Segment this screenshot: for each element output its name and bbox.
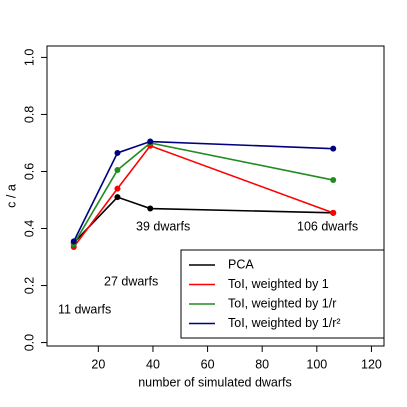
x-tick-label: 40 bbox=[146, 357, 160, 371]
series-line bbox=[73, 144, 334, 248]
legend-label: ToI, weighted by 1/r bbox=[228, 296, 336, 310]
y-tick-label: 0.8 bbox=[22, 106, 36, 123]
point bbox=[147, 138, 154, 145]
point bbox=[114, 167, 121, 174]
series-line bbox=[73, 196, 334, 244]
y-tick-label: 0.2 bbox=[22, 277, 36, 294]
y-tick-label: 0.6 bbox=[22, 163, 36, 180]
y-axis-label: c / a bbox=[4, 184, 18, 208]
x-tick-label: 120 bbox=[361, 357, 382, 371]
plot-frame bbox=[46, 45, 385, 347]
annotation: 106 dwarfs bbox=[297, 219, 358, 233]
point bbox=[330, 209, 337, 216]
series-line bbox=[73, 140, 334, 242]
point bbox=[114, 185, 121, 192]
point bbox=[330, 177, 337, 184]
point bbox=[330, 145, 337, 152]
legend-label: PCA bbox=[228, 257, 254, 271]
series-line bbox=[73, 142, 334, 245]
y-tick-label: 1.0 bbox=[22, 49, 36, 66]
point bbox=[70, 238, 77, 245]
y-tick-label: 0.4 bbox=[22, 220, 36, 237]
x-tick-label: 20 bbox=[91, 357, 105, 371]
point bbox=[147, 205, 154, 212]
annotation: 39 dwarfs bbox=[136, 219, 190, 233]
point bbox=[114, 149, 121, 156]
legend-label: ToI, weighted by 1/r² bbox=[228, 316, 341, 330]
y-tick-label: 0.0 bbox=[22, 334, 36, 351]
point bbox=[114, 194, 121, 201]
x-tick-label: 100 bbox=[306, 357, 327, 371]
x-axis-label: number of simulated dwarfs bbox=[138, 375, 292, 389]
legend-label: ToI, weighted by 1 bbox=[228, 277, 329, 291]
annotation: 11 dwarfs bbox=[58, 302, 111, 316]
x-tick-label: 60 bbox=[201, 357, 215, 371]
x-tick-label: 80 bbox=[255, 357, 269, 371]
annotation: 27 dwarfs bbox=[104, 274, 158, 288]
